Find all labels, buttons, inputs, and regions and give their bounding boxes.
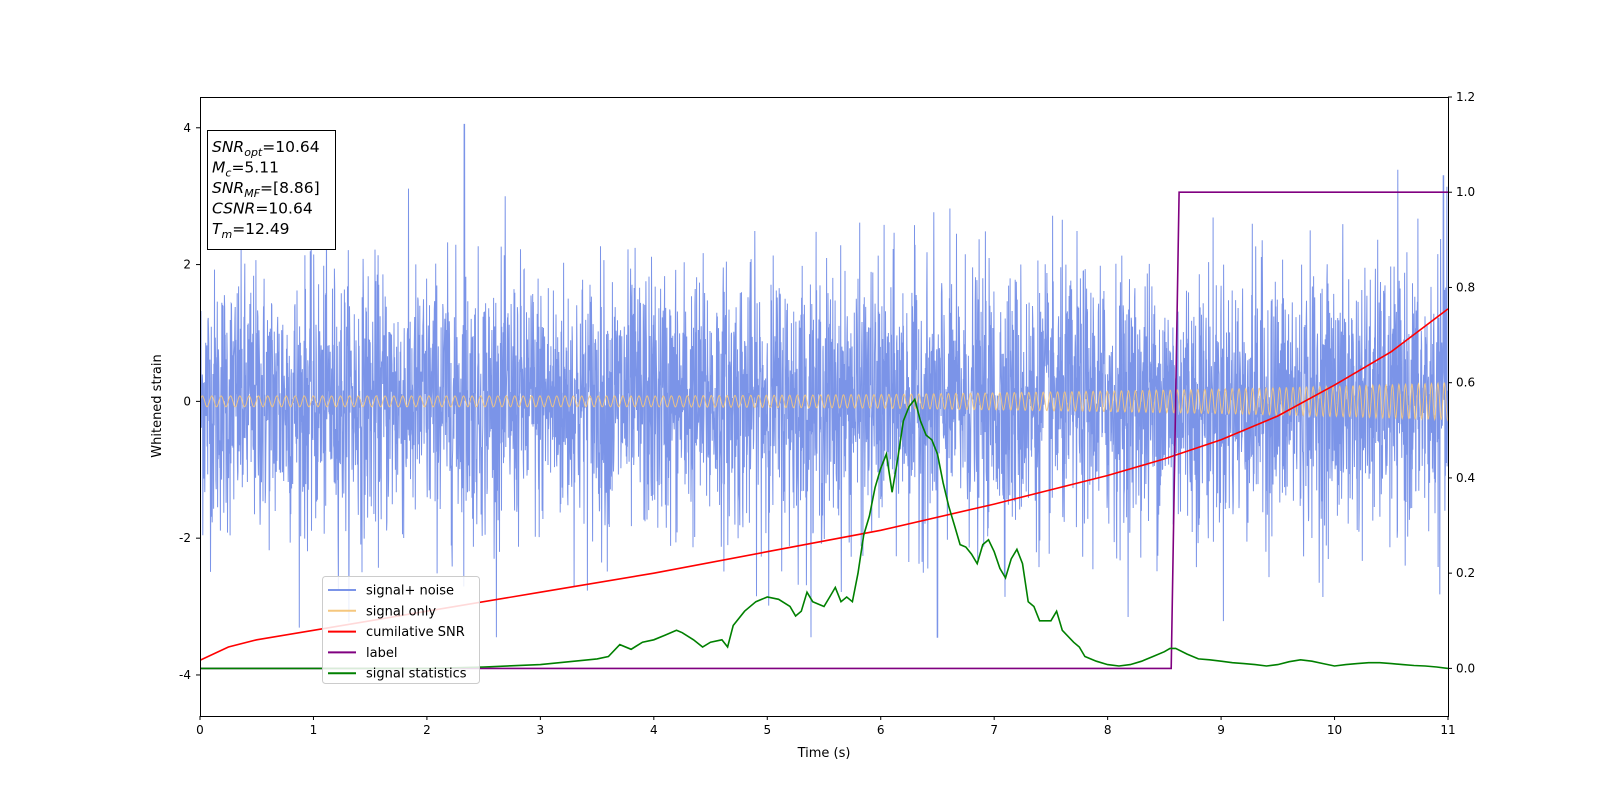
y-tick-label: 4 <box>183 121 191 135</box>
stats-line: CSNR=10.64 <box>212 200 313 218</box>
legend-label: cumilative SNR <box>366 625 465 640</box>
x-tick-label: 9 <box>1217 723 1225 737</box>
stats-line: Tm=12.49 <box>212 220 290 241</box>
x-tick-label: 2 <box>423 723 431 737</box>
legend-label: signal+ noise <box>366 584 454 599</box>
legend: signal+ noise signal only cumilative SNR la… <box>322 576 480 684</box>
series-line-signal-plus-noise <box>200 123 1448 638</box>
series-line-signal-statistics <box>200 397 1448 670</box>
y2-tick-label: 0.6 <box>1456 376 1475 390</box>
x-tick-label: 1 <box>310 723 318 737</box>
y2-tick-label: 1.0 <box>1456 185 1475 199</box>
x-tick-label: 3 <box>537 723 545 737</box>
y2-tick-label: 1.2 <box>1456 90 1475 104</box>
legend-label: signal statistics <box>366 667 467 682</box>
x-tick-label: 4 <box>650 723 658 737</box>
series-line-cumulative-snr <box>200 308 1448 662</box>
legend-label: signal only <box>366 604 436 619</box>
y2-tick-label: 0.4 <box>1456 471 1475 485</box>
x-tick-label: 6 <box>877 723 885 737</box>
series-line-signal-only <box>200 381 1448 422</box>
y-tick-label: 0 <box>183 394 191 408</box>
legend-frame <box>322 576 480 684</box>
x-tick-label: 11 <box>1440 723 1455 737</box>
y-tick-label: 2 <box>183 258 191 272</box>
y2-tick-label: 0.8 <box>1456 280 1475 294</box>
x-axis-label: Time (s) <box>797 746 851 761</box>
legend-label: label <box>366 646 397 661</box>
stats-line: Mc=5.11 <box>212 159 279 180</box>
x-tick-label: 5 <box>763 723 771 737</box>
x-tick-label: 8 <box>1104 723 1112 737</box>
y-axis-left: -4 -2 0 2 4 <box>179 121 200 682</box>
x-tick-label: 7 <box>990 723 998 737</box>
stats-line: SNRopt=10.64 <box>212 138 320 159</box>
series-layer <box>200 123 1448 670</box>
y2-tick-label: 0.2 <box>1456 566 1475 580</box>
y-tick-label: -4 <box>179 668 191 682</box>
y-tick-label: -2 <box>179 531 191 545</box>
x-axis: 0 1 2 3 4 5 6 7 8 9 10 11 <box>196 716 1456 737</box>
y-axis-label: Whitened strain <box>150 354 165 457</box>
stats-box: SNRopt=10.64Mc=5.11SNRMF=[8.86]CSNR=10.6… <box>207 130 336 250</box>
plot-frame <box>200 97 1449 717</box>
series-line-label <box>200 191 1448 670</box>
y2-tick-label: 0.0 <box>1456 661 1475 675</box>
y-axis-right: 0.0 0.2 0.4 0.6 0.8 1.0 1.2 <box>1448 90 1475 675</box>
x-tick-label: 0 <box>196 723 204 737</box>
stats-line: SNRMF=[8.86] <box>212 179 320 200</box>
x-tick-label: 10 <box>1327 723 1342 737</box>
stats-box-frame <box>207 130 336 250</box>
